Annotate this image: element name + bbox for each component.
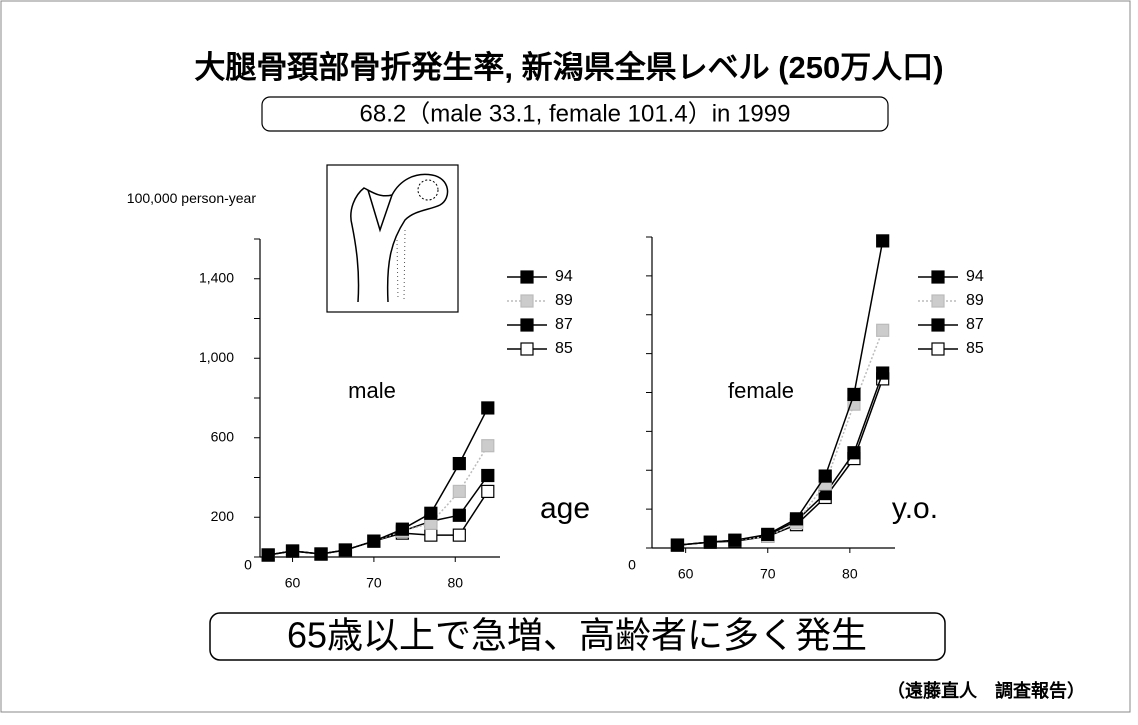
marker [425,507,437,519]
marker [877,367,889,379]
marker [729,534,741,546]
marker [482,402,494,414]
legend-label: 94 [555,268,573,285]
slide-title: 大腿骨頚部骨折発生率, 新潟県全県レベル (250万人口) [194,50,943,85]
marker [453,509,465,521]
x-tick-label: 60 [678,566,694,582]
x-tick-label: 70 [366,575,382,591]
legend-label: 94 [966,268,984,285]
y-tick-label: 0 [244,557,252,573]
legend-label: 89 [555,292,573,309]
y-tick-label: 200 [211,508,235,524]
marker [453,458,465,470]
source: （遠藤直人 調査報告） [887,680,1085,701]
x-tick-label: 80 [842,566,858,582]
marker [482,485,494,497]
legend-label: 87 [555,316,573,333]
x-tick-label: 60 [285,575,301,591]
conclusion: 65歳以上で急増、高齢者に多く発生 [287,615,867,656]
marker [287,545,299,557]
legend-marker [521,295,533,307]
y-tick-label: 600 [211,428,235,444]
marker [704,536,716,548]
annotation: y.o. [892,492,938,525]
legend-marker [932,319,944,331]
marker [482,440,494,452]
marker [368,535,380,547]
y-axis-label: 100,000 person-year [120,190,256,207]
x-tick-label: 70 [760,566,776,582]
marker [762,528,774,540]
legend-marker [932,295,944,307]
marker [425,529,437,541]
marker [877,235,889,247]
marker [819,470,831,482]
annotation: male [348,378,396,403]
annotation: female [728,378,794,403]
y-tick-label: 1,000 [199,349,234,365]
marker [848,447,860,459]
legend-label: 89 [966,292,984,309]
legend-marker [521,271,533,283]
x-tick-label: 80 [447,575,463,591]
chart: 大腿骨頚部骨折発生率, 新潟県全県レベル (250万人口) 68.2（male … [0,0,1138,720]
marker [315,548,327,560]
legend-marker [521,319,533,331]
y-tick-label: 1,400 [199,269,234,285]
summary: 68.2（male 33.1, female 101.4）in 1999 [360,100,791,127]
marker [877,324,889,336]
series-line [677,330,882,545]
legend-marker [932,343,944,355]
legend-label: 85 [966,340,984,357]
marker [262,549,274,561]
femur-illustration [327,165,458,312]
marker [339,544,351,556]
marker [848,388,860,400]
marker [396,523,408,535]
marker [453,485,465,497]
legend-label: 87 [966,316,984,333]
legend-label: 85 [555,340,573,357]
marker [671,539,683,551]
slide: 大腿骨頚部骨折発生率, 新潟県全県レベル (250万人口) 68.2（male … [0,0,1138,720]
marker [790,513,802,525]
annotation: age [540,492,590,525]
marker [453,529,465,541]
marker [482,470,494,482]
y-tick-label: 0 [628,557,636,573]
legend-marker [521,343,533,355]
legend-marker [932,271,944,283]
